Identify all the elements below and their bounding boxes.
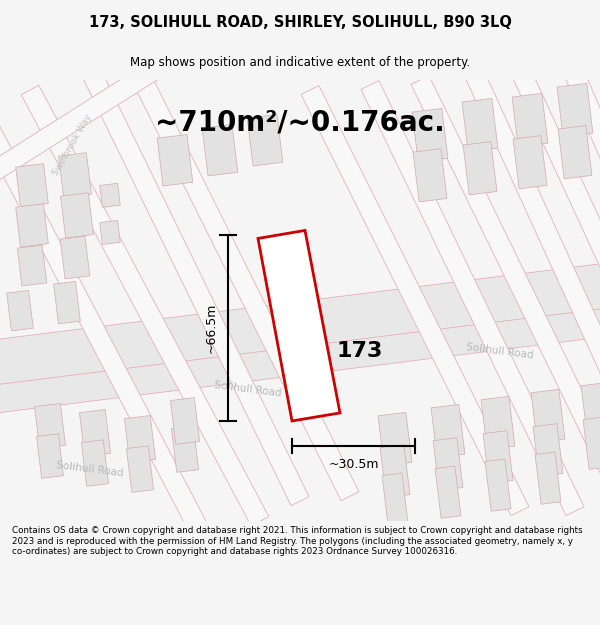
Polygon shape <box>16 204 49 247</box>
Polygon shape <box>170 398 200 444</box>
Polygon shape <box>301 86 529 516</box>
Text: ~30.5m: ~30.5m <box>328 458 379 471</box>
Text: ~710m²/~0.176ac.: ~710m²/~0.176ac. <box>155 108 445 136</box>
Polygon shape <box>380 445 410 498</box>
Text: 173: 173 <box>337 341 383 361</box>
Polygon shape <box>82 440 109 486</box>
Polygon shape <box>512 93 548 147</box>
Polygon shape <box>37 434 64 478</box>
Polygon shape <box>462 98 498 152</box>
Polygon shape <box>0 307 600 415</box>
Polygon shape <box>413 149 447 202</box>
Polygon shape <box>247 114 283 166</box>
Polygon shape <box>127 446 154 493</box>
Polygon shape <box>463 142 497 195</box>
Polygon shape <box>0 51 175 189</box>
Polygon shape <box>557 83 593 137</box>
Polygon shape <box>485 459 511 511</box>
Polygon shape <box>0 106 209 536</box>
Text: 173, SOLIHULL ROAD, SHIRLEY, SOLIHULL, B90 3LQ: 173, SOLIHULL ROAD, SHIRLEY, SOLIHULL, B… <box>89 15 511 30</box>
Polygon shape <box>81 66 309 506</box>
Polygon shape <box>533 424 563 476</box>
Polygon shape <box>566 71 600 485</box>
Polygon shape <box>100 183 120 208</box>
Polygon shape <box>481 396 515 449</box>
Polygon shape <box>511 66 600 486</box>
Text: Solihull Road: Solihull Road <box>56 460 124 478</box>
Polygon shape <box>412 109 448 162</box>
Polygon shape <box>172 426 199 472</box>
Text: Contains OS data © Crown copyright and database right 2021. This information is : Contains OS data © Crown copyright and d… <box>12 526 583 556</box>
Polygon shape <box>131 71 359 501</box>
Polygon shape <box>21 85 269 526</box>
Polygon shape <box>411 76 600 506</box>
Polygon shape <box>531 389 565 442</box>
Polygon shape <box>433 438 463 491</box>
Text: Map shows position and indicative extent of the property.: Map shows position and indicative extent… <box>130 56 470 69</box>
Polygon shape <box>17 245 47 286</box>
Polygon shape <box>202 124 238 176</box>
Polygon shape <box>35 404 65 449</box>
Polygon shape <box>431 404 465 458</box>
Polygon shape <box>124 416 155 462</box>
Polygon shape <box>361 81 584 516</box>
Polygon shape <box>157 134 193 186</box>
Polygon shape <box>16 164 49 207</box>
Polygon shape <box>382 473 408 525</box>
Text: Solihull Road: Solihull Road <box>466 342 534 360</box>
Text: Swinbrook Way: Swinbrook Way <box>51 113 93 178</box>
Polygon shape <box>435 466 461 518</box>
Polygon shape <box>583 417 600 469</box>
Polygon shape <box>53 281 80 324</box>
Polygon shape <box>60 236 90 279</box>
Polygon shape <box>558 126 592 179</box>
Polygon shape <box>7 291 33 331</box>
Polygon shape <box>513 136 547 189</box>
Polygon shape <box>466 71 600 496</box>
Polygon shape <box>0 262 600 394</box>
Polygon shape <box>581 382 600 436</box>
Text: ~66.5m: ~66.5m <box>205 303 218 353</box>
Polygon shape <box>258 231 340 421</box>
Polygon shape <box>61 192 94 238</box>
Polygon shape <box>79 409 110 456</box>
Polygon shape <box>483 431 513 483</box>
Text: Solihull Road: Solihull Road <box>214 379 282 398</box>
Polygon shape <box>535 452 561 504</box>
Polygon shape <box>100 221 120 244</box>
Polygon shape <box>378 412 412 466</box>
Polygon shape <box>59 152 91 198</box>
